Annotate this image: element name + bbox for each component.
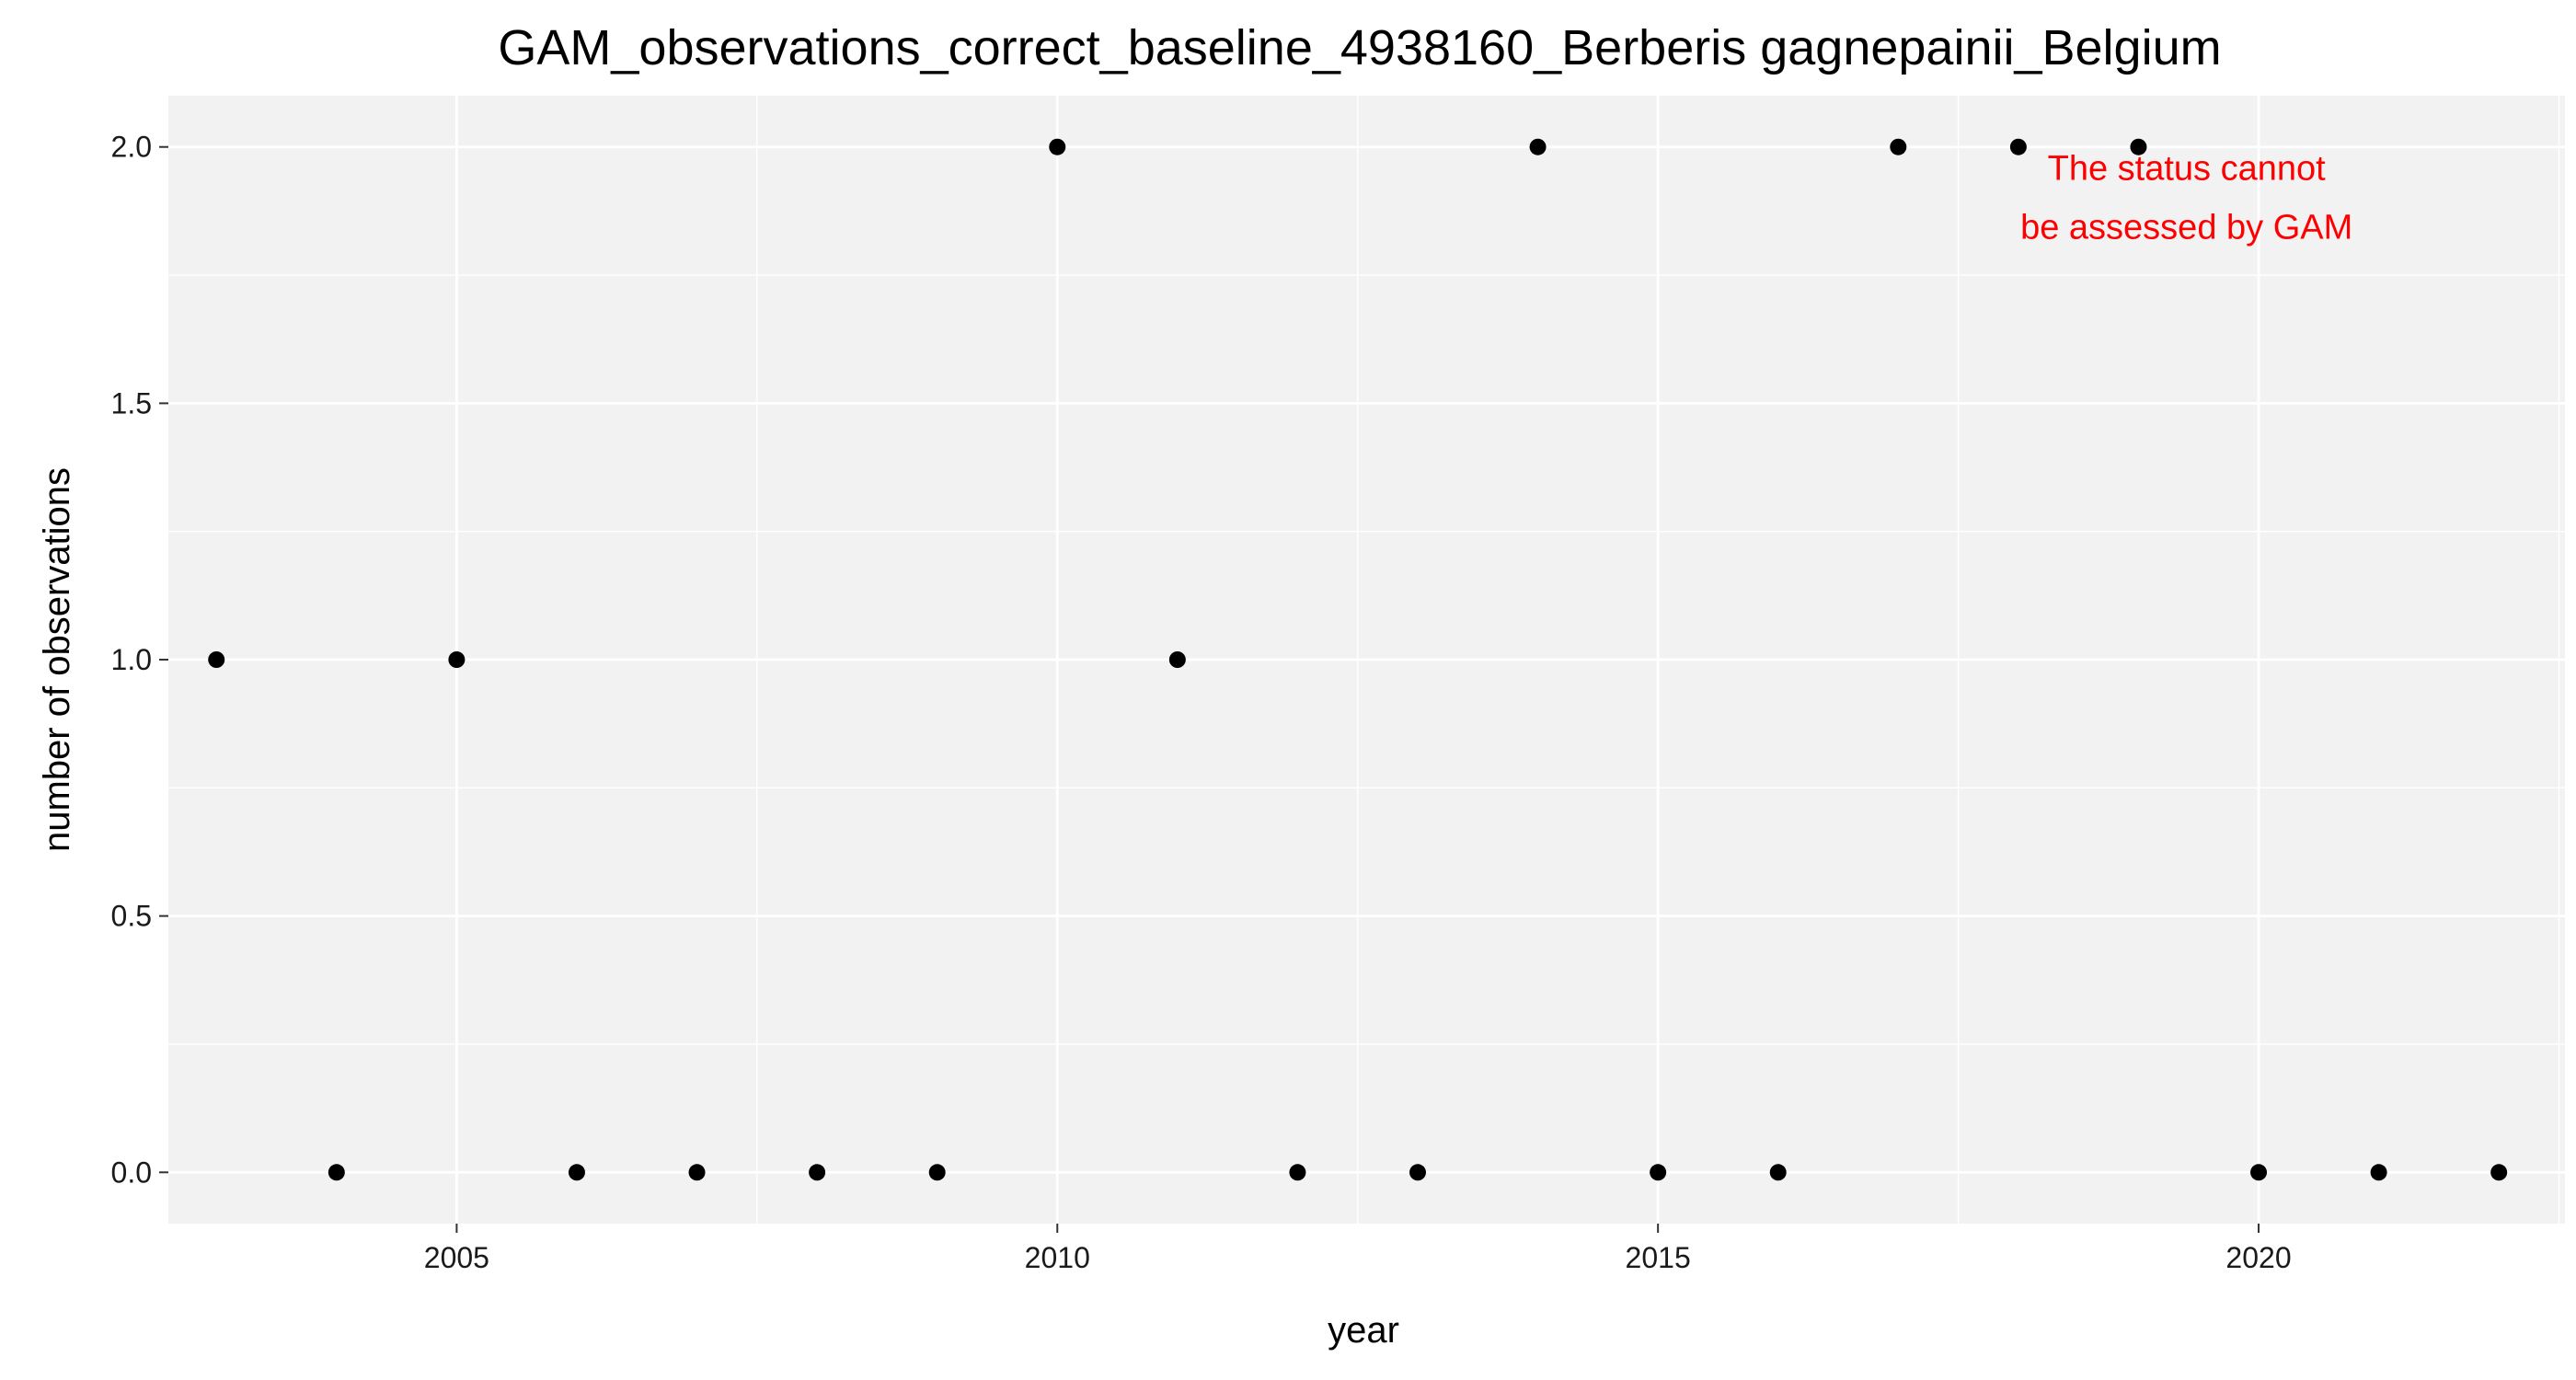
data-point xyxy=(2370,1164,2387,1181)
x-tick-label: 2020 xyxy=(2225,1241,2291,1274)
y-tick-label: 1.5 xyxy=(111,386,152,420)
data-point xyxy=(1049,138,1066,155)
data-point xyxy=(328,1164,345,1181)
data-points xyxy=(208,138,2508,1181)
data-point xyxy=(1168,651,1186,668)
data-point xyxy=(2009,138,2027,155)
data-point xyxy=(568,1164,585,1181)
data-point xyxy=(1529,138,1547,155)
data-point xyxy=(1890,138,1907,155)
y-tick-label: 0.0 xyxy=(111,1156,152,1189)
data-point xyxy=(2250,1164,2268,1181)
x-tick-label: 2005 xyxy=(424,1241,489,1274)
y-tick-label: 2.0 xyxy=(111,131,152,164)
data-point xyxy=(928,1164,946,1181)
axis-ticks xyxy=(159,145,2260,1233)
y-axis-title: number of observations xyxy=(37,467,77,852)
x-tick-label: 2015 xyxy=(1626,1241,1691,1274)
data-point xyxy=(1769,1164,1787,1181)
data-point xyxy=(1409,1164,1426,1181)
data-point xyxy=(208,651,225,668)
y-axis-tick-labels: 0.0 0.5 1.0 1.5 2.0 xyxy=(111,131,152,1190)
data-point xyxy=(2490,1164,2508,1181)
y-tick-label: 1.0 xyxy=(111,643,152,676)
data-point xyxy=(1289,1164,1306,1181)
y-tick-label: 0.5 xyxy=(111,900,152,933)
chart-title: GAM_observations_correct_baseline_493816… xyxy=(498,20,2221,75)
data-point xyxy=(688,1164,706,1181)
x-axis-tick-labels: 2005 2010 2015 2020 xyxy=(424,1241,2292,1274)
annotation-line-1: The status cannot xyxy=(2048,149,2327,188)
x-tick-label: 2010 xyxy=(1025,1241,1090,1274)
data-point xyxy=(448,651,466,668)
annotation-line-2: be assessed by GAM xyxy=(2020,208,2352,247)
data-point xyxy=(2130,138,2147,155)
data-point xyxy=(1650,1164,1667,1181)
x-axis-title: year xyxy=(1328,1310,1399,1351)
data-point xyxy=(809,1164,826,1181)
